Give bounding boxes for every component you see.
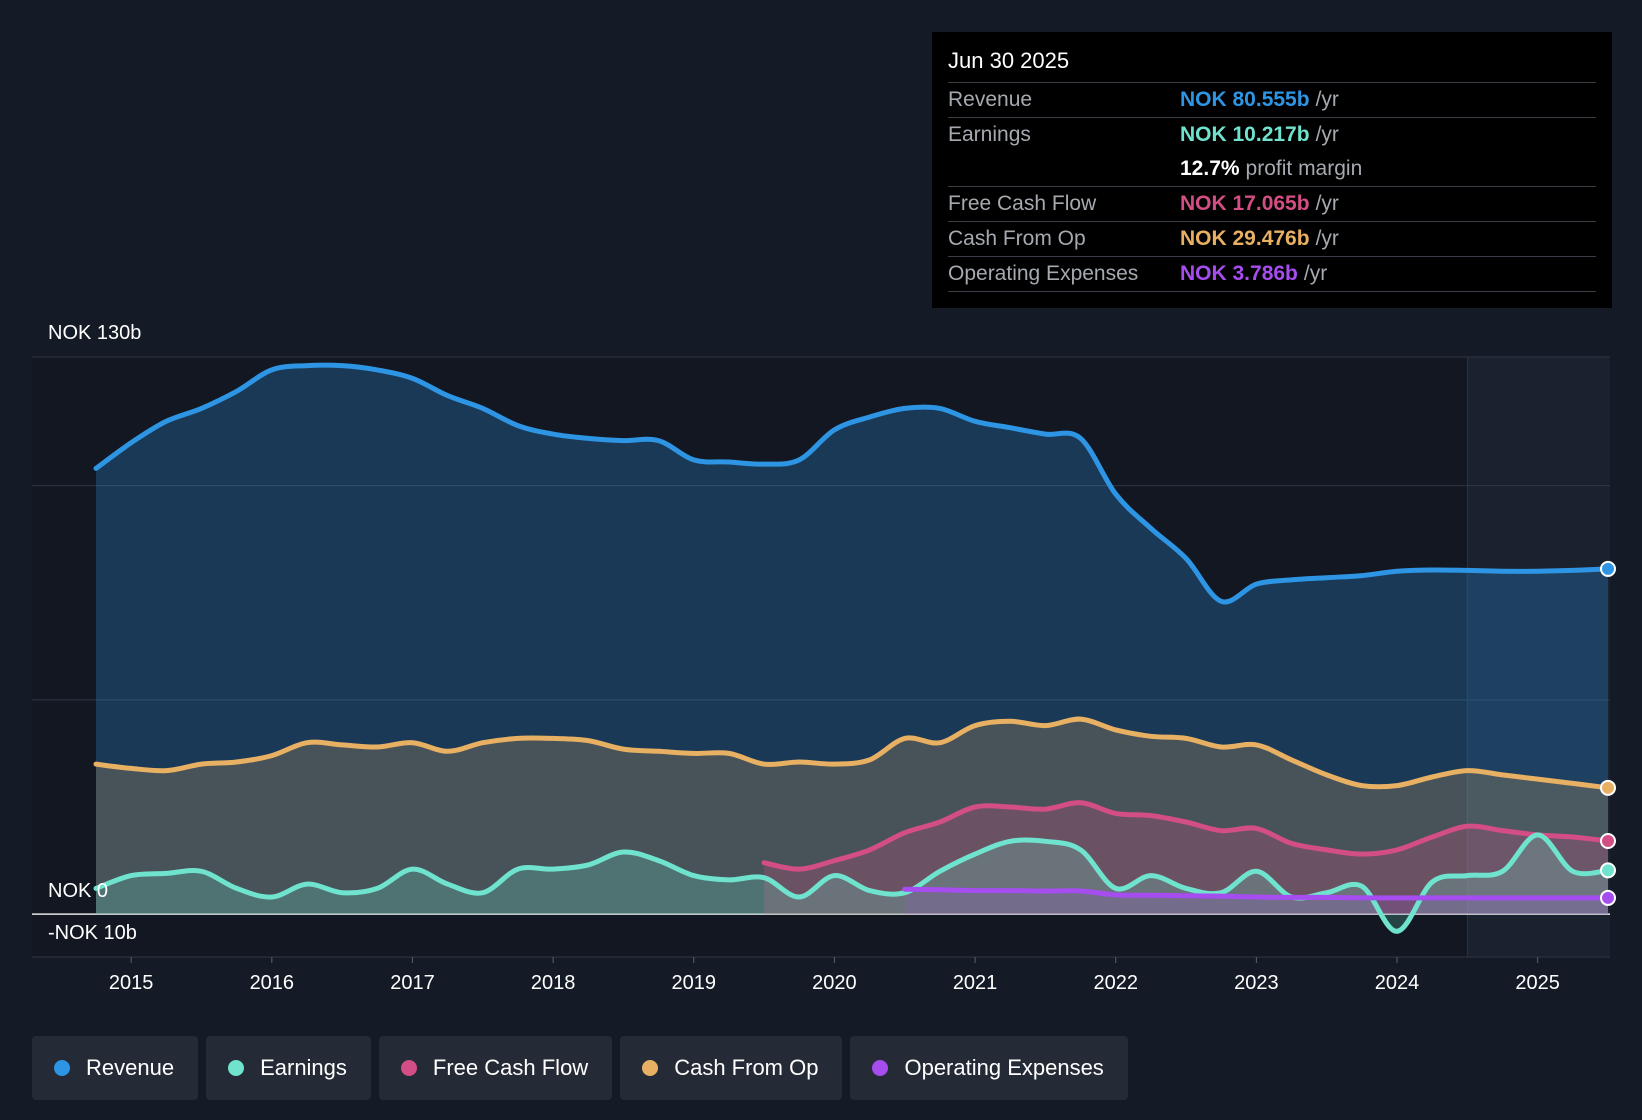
tooltip-unit: /yr	[1315, 227, 1339, 250]
tooltip-unit: /yr	[1315, 192, 1339, 215]
x-tick-label: 2020	[812, 972, 857, 994]
revenue-end-marker	[1600, 560, 1616, 577]
tooltip-row-operating-expenses: Operating Expenses NOK 3.786b /yr	[948, 257, 1596, 292]
legend-label: Cash From Op	[674, 1055, 819, 1080]
legend-label: Free Cash Flow	[432, 1055, 589, 1080]
legend-item-revenue[interactable]: Revenue	[32, 1036, 199, 1100]
y-axis-top-label: NOK 130b	[48, 322, 141, 344]
operating-expenses-line	[902, 886, 1611, 901]
tooltip-label: Operating Expenses	[948, 262, 1139, 285]
series-lines	[93, 362, 1611, 934]
legend-dot-icon	[228, 1060, 245, 1076]
legend-label: Earnings	[260, 1055, 347, 1080]
legend-dot-icon	[642, 1060, 659, 1076]
tooltip-row-cash-from-op: Cash From Op NOK 29.476b /yr	[948, 222, 1596, 257]
legend: Revenue Earnings Free Cash Flow Cash Fro…	[32, 1036, 1136, 1100]
tooltip-label: Revenue	[948, 88, 1033, 111]
tooltip-label	[948, 152, 1180, 186]
series-end-markers	[1600, 560, 1616, 906]
plot-background	[32, 357, 1610, 957]
free-cash-flow-end-marker	[1600, 833, 1616, 850]
tooltip-date: Jun 30 2025	[948, 46, 1596, 83]
earnings-end-marker	[1600, 862, 1616, 879]
free-cash-flow-area	[764, 802, 1608, 915]
tooltip-value: NOK 3.786b	[1180, 262, 1298, 285]
tooltip-label: Earnings	[948, 123, 1031, 146]
legend-item-free-cash-flow[interactable]: Free Cash Flow	[378, 1036, 613, 1100]
x-tick-label: 2024	[1375, 972, 1420, 994]
tooltip-row-free-cash-flow: Free Cash Flow NOK 17.065b /yr	[948, 187, 1596, 222]
x-tick-label: 2025	[1515, 972, 1560, 994]
tooltip-unit: profit margin	[1245, 157, 1363, 180]
tooltip-row-profit-margin: 12.7% profit margin	[948, 152, 1596, 187]
tooltip-row-revenue: Revenue NOK 80.555b /yr	[948, 83, 1596, 118]
operating-expenses-end-marker	[1600, 889, 1616, 906]
x-tick-label: 2017	[390, 972, 435, 994]
x-tick-label: 2018	[531, 972, 576, 994]
tooltip-unit: /yr	[1303, 262, 1328, 285]
x-tick-label: 2015	[109, 972, 154, 994]
tooltip-value: NOK 10.217b	[1180, 123, 1310, 146]
data-tooltip: Jun 30 2025 Revenue NOK 80.555b /yr Earn…	[932, 32, 1612, 308]
x-tick-label: 2022	[1093, 972, 1138, 994]
operating-expenses-area	[904, 889, 1608, 915]
tooltip-unit: /yr	[1315, 123, 1339, 146]
legend-item-earnings[interactable]: Earnings	[206, 1036, 371, 1100]
cash-from-op-area	[96, 719, 1608, 915]
tooltip-label: Free Cash Flow	[948, 192, 1097, 215]
free-cash-flow-line	[761, 800, 1611, 872]
earnings-line	[93, 832, 1611, 934]
revenue-line	[93, 362, 1611, 605]
cash-from-op-end-marker	[1600, 779, 1616, 796]
tooltip-value: NOK 17.065b	[1180, 192, 1310, 215]
legend-dot-icon	[400, 1060, 417, 1076]
tooltip-value: 12.7%	[1180, 157, 1240, 180]
tooltip-label: Cash From Op	[948, 227, 1086, 250]
legend-dot-icon	[54, 1060, 70, 1076]
x-axis-ticks: 2015 2016 2017 2018 2019 2020 2021 2022 2023 2024…	[109, 957, 1560, 994]
legend-item-cash-from-op[interactable]: Cash From Op	[620, 1036, 843, 1100]
tooltip-value: NOK 80.555b	[1180, 88, 1310, 111]
x-tick-label: 2023	[1234, 972, 1279, 994]
y-axis-bottom-label: -NOK 10b	[48, 922, 137, 944]
x-tick-label: 2021	[953, 972, 998, 994]
x-tick-label: 2016	[250, 972, 295, 994]
cash-from-op-line	[93, 716, 1611, 791]
grid	[32, 356, 1610, 958]
legend-label: Operating Expenses	[904, 1055, 1104, 1080]
x-tick-label: 2019	[672, 972, 717, 994]
forecast-region	[1467, 357, 1610, 957]
tooltip-value: NOK 29.476b	[1180, 227, 1310, 250]
y-axis-zero-label: NOK 0	[48, 880, 108, 902]
tooltip-row-earnings: Earnings NOK 10.217b /yr	[948, 118, 1596, 152]
legend-label: Revenue	[86, 1055, 175, 1080]
revenue-area	[96, 365, 1608, 915]
legend-dot-icon	[872, 1060, 889, 1076]
legend-item-operating-expenses[interactable]: Operating Expenses	[850, 1036, 1128, 1100]
tooltip-unit: /yr	[1315, 88, 1339, 111]
